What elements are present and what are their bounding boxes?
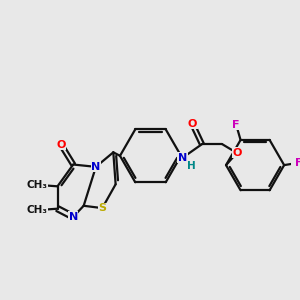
Text: N: N (91, 162, 101, 172)
Text: N: N (69, 212, 78, 222)
Text: F: F (295, 158, 300, 168)
Text: CH₃: CH₃ (27, 205, 48, 215)
Text: O: O (188, 119, 197, 129)
Text: O: O (56, 140, 66, 150)
Text: CH₃: CH₃ (27, 180, 48, 190)
Text: O: O (232, 148, 242, 158)
Text: H: H (188, 161, 196, 171)
Text: S: S (98, 203, 106, 213)
Text: F: F (232, 120, 240, 130)
Text: N: N (178, 153, 187, 163)
